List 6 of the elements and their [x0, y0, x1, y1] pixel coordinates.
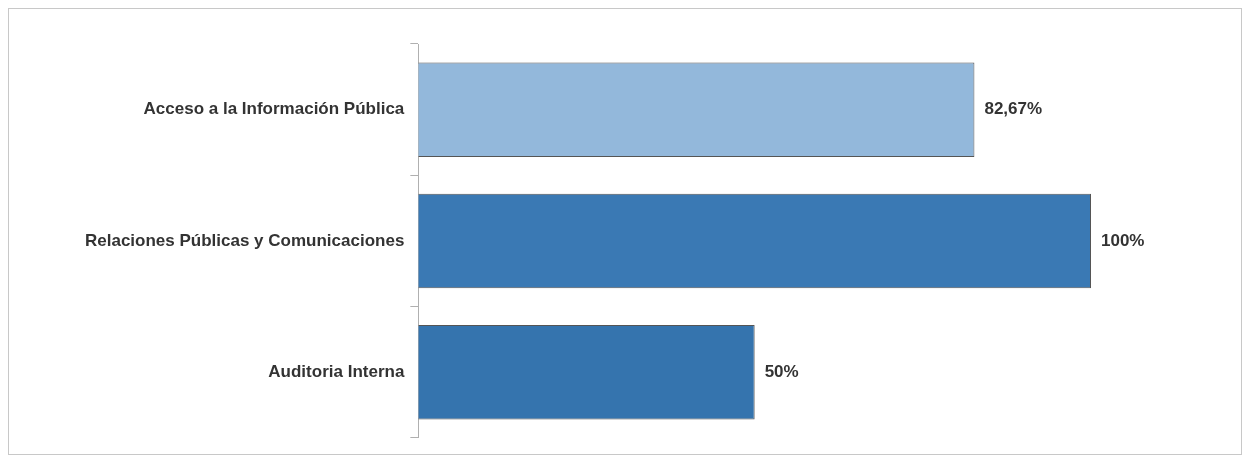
y-tick-label: Acceso a la Información Pública [143, 99, 405, 119]
data-label: 50% [764, 361, 799, 381]
y-tick-label: Auditoria Interna [268, 361, 405, 381]
data-label: 82,67% [984, 99, 1043, 119]
data-label: 100% [1101, 230, 1145, 250]
y-tick-label: Relaciones Públicas y Comunicaciones [85, 230, 405, 250]
